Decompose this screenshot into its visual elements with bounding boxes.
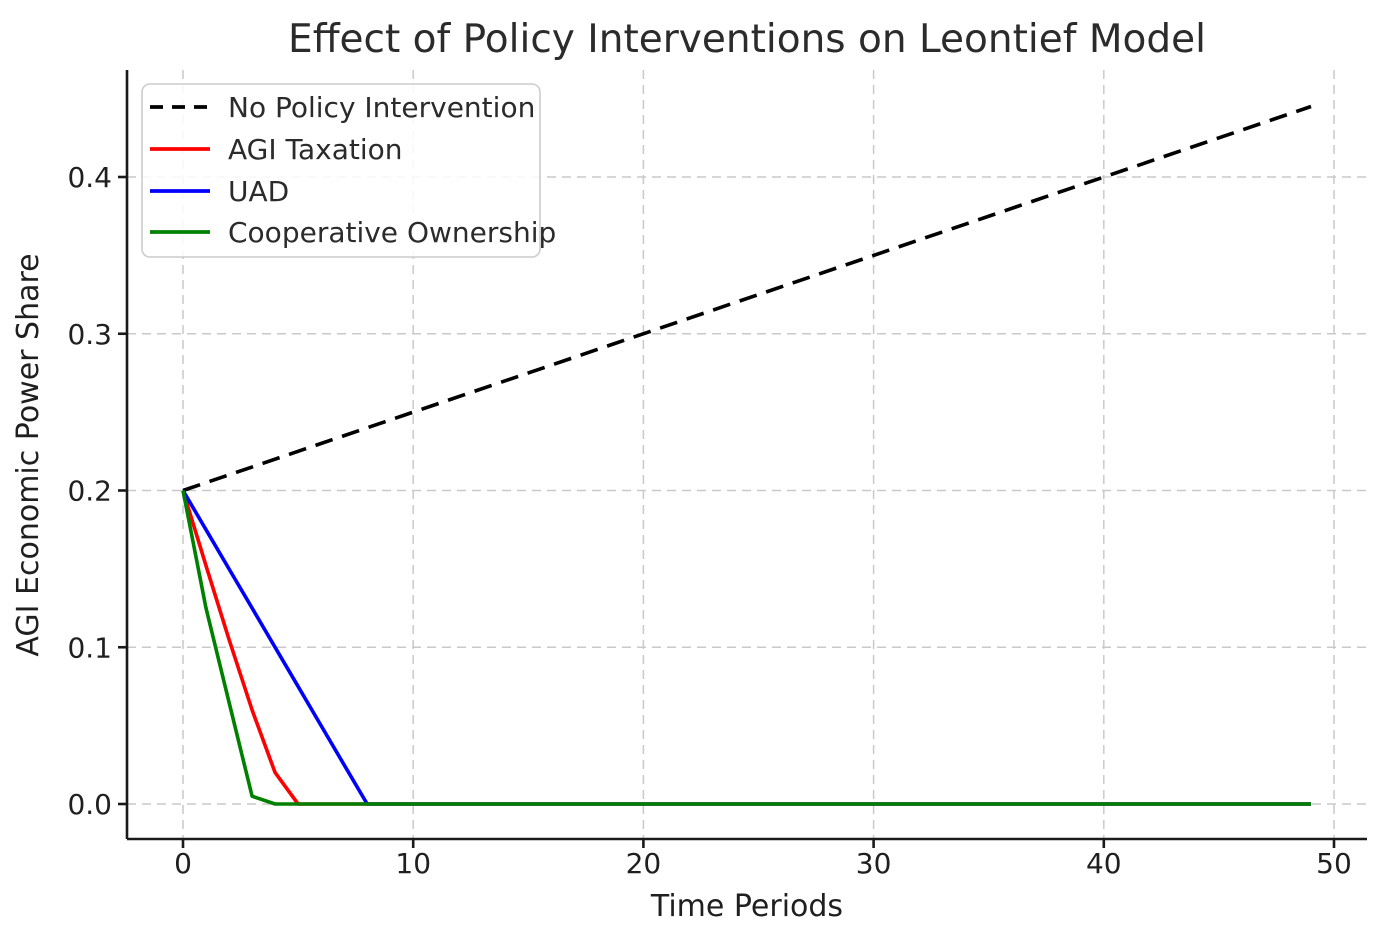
- y-tick-label: 0.0: [67, 788, 112, 821]
- series-line-cooperative-ownership: [181, 490, 1311, 806]
- legend-box: [141, 83, 541, 258]
- legend-label-cooperative-ownership: Cooperative Ownership: [228, 216, 556, 249]
- x-tick-label: 10: [395, 847, 431, 880]
- x-tick-label: 30: [856, 847, 892, 880]
- tick-layer: 0 10 20 30 40 50 0.0 0.1 0.2 0.3 0.4: [67, 161, 1351, 880]
- y-tick-label: 0.1: [67, 631, 112, 664]
- series-line-no-policy-intervention: [182, 104, 1312, 493]
- x-tick-label: 40: [1086, 847, 1122, 880]
- y-tick-label: 0.3: [67, 318, 112, 351]
- chart-title: Effect of Policy Interventions on Leonti…: [288, 17, 1206, 62]
- legend-label-agi-taxation: AGI Taxation: [228, 133, 403, 166]
- y-tick-label: 0.2: [67, 475, 112, 508]
- axes-layer: [125, 70, 1367, 841]
- x-tick-label: 50: [1316, 847, 1352, 880]
- legend-label-uad: UAD: [228, 175, 289, 208]
- x-tick-label: 20: [626, 847, 662, 880]
- legend-layer: No Policy Intervention AGI Taxation UAD Coo…: [141, 83, 556, 258]
- series-line-uad: [181, 489, 1311, 806]
- legend-label-no-policy-intervention: No Policy Intervention: [228, 91, 535, 124]
- x-tick-label: 0: [174, 847, 192, 880]
- y-axis-label: AGI Economic Power Share: [11, 253, 46, 656]
- x-axis-label: Time Periods: [650, 889, 843, 924]
- series-layer: [181, 104, 1312, 806]
- y-tick-label: 0.4: [67, 161, 112, 194]
